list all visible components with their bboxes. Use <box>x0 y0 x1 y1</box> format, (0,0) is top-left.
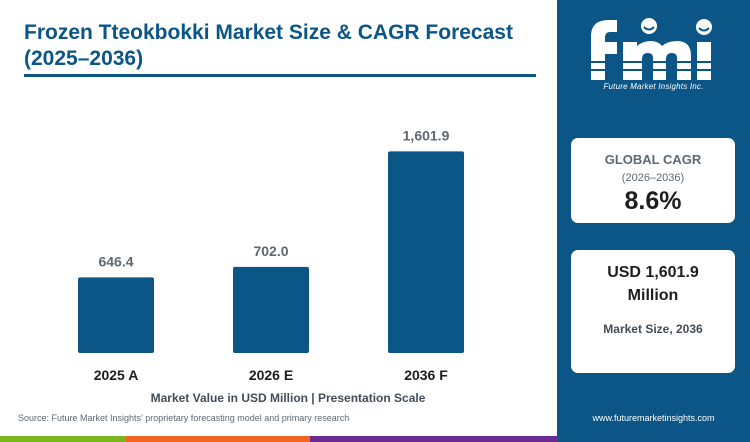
color-strip-green <box>0 436 126 442</box>
bar-chart: 646.4 2025 A 702.0 2026 E 1,601.9 2036 F <box>78 127 464 380</box>
bar-0 <box>78 277 154 353</box>
market-size-value: USD 1,601.9 Million <box>571 261 735 307</box>
cagr-value: 8.6% <box>624 187 682 215</box>
market-size-amount: USD 1,601.9 <box>607 264 699 281</box>
color-strip-purple <box>310 436 557 442</box>
market-size-card: USD 1,601.9 Million Market Size, 2036 <box>571 250 735 373</box>
website-link: www.futuremarketinsights.com <box>592 413 715 423</box>
bar-2 <box>388 151 464 353</box>
category-label-0: 2025 A <box>94 367 139 380</box>
market-size-unit: Million <box>627 287 679 304</box>
color-strip-orange <box>126 436 310 442</box>
bar-value-label-2: 1,601.9 <box>403 127 450 143</box>
cagr-period: (2026–2036) <box>621 172 685 184</box>
category-label-1: 2026 E <box>249 367 293 380</box>
source-note: Source: Future Market Insights’ propriet… <box>18 413 350 423</box>
chart-title: Frozen Tteokbokki Market Size & CAGR For… <box>24 21 513 70</box>
cagr-title: GLOBAL CAGR <box>604 152 702 167</box>
category-label-2: 2036 F <box>404 367 448 380</box>
x-axis-caption: Market Value in USD Million | Presentati… <box>150 391 426 405</box>
bar-value-label-1: 702.0 <box>253 243 288 259</box>
logo-tagline: Future Market Insights Inc. <box>603 82 704 91</box>
chart-panel: Frozen Tteokbokki Market Size & CAGR For… <box>18 21 536 423</box>
cagr-card: GLOBAL CAGR (2026–2036) 8.6% <box>571 138 735 223</box>
bar-1 <box>233 266 309 353</box>
market-size-label: Market Size, 2036 <box>603 322 703 336</box>
sidebar: fmi Future Market Insights Inc. GLOBAL C… <box>557 0 750 442</box>
title-underline <box>24 74 536 77</box>
bar-value-label-0: 646.4 <box>98 253 133 269</box>
fmi-logo: fmi <box>583 18 725 80</box>
